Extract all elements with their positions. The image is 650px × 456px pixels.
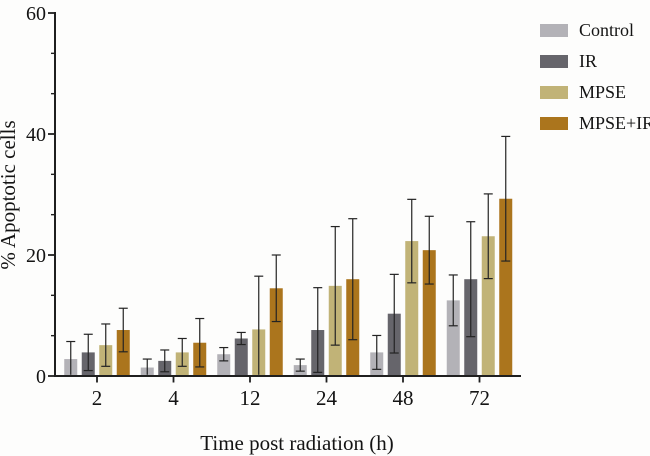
error-bar-IR-12h <box>236 331 246 346</box>
legend-label-ir: IR <box>579 51 597 71</box>
error-bar-MPSE-48h <box>407 198 417 284</box>
error-bar-MPSE+IR-4h <box>195 317 205 368</box>
error-bar-IR-72h <box>466 221 476 338</box>
legend-label-control: Control <box>579 20 635 40</box>
legend-item-mpse-ir: MPSE+IR <box>540 112 650 134</box>
bar-IR-12h <box>234 338 248 376</box>
bar-Control-12h <box>217 354 231 376</box>
y-tick-label-40: 40 <box>26 124 46 146</box>
error-bar-Control-2h <box>66 340 76 375</box>
bar-MPSE-48h <box>405 241 419 376</box>
legend: Control IR MPSE MPSE+IR <box>540 19 650 143</box>
error-bar-IR-4h <box>160 349 170 373</box>
bar-MPSE+IR-2h <box>116 330 130 376</box>
legend-swatch-mpse-ir <box>540 116 568 130</box>
x-axis-title: Time post radiation (h) <box>200 431 394 455</box>
error-bar-IR-48h <box>389 273 399 354</box>
error-bar-Control-24h <box>295 358 305 372</box>
legend-item-mpse: MPSE <box>540 81 650 103</box>
legend-item-ir: IR <box>540 50 650 72</box>
error-bar-MPSE+IR-24h <box>348 218 358 341</box>
error-bar-Control-72h <box>448 274 458 327</box>
x-tick-label-48: 48 <box>393 386 414 410</box>
error-bar-MPSE-4h <box>177 337 187 367</box>
error-bar-MPSE+IR-72h <box>501 135 511 262</box>
legend-swatch-ir <box>540 54 568 68</box>
error-bar-MPSE-2h <box>101 323 111 367</box>
bar-Control-72h <box>446 300 460 376</box>
error-bar-MPSE+IR-48h <box>424 215 434 285</box>
bar-MPSE-72h <box>481 236 495 376</box>
legend-item-control: Control <box>540 19 650 41</box>
error-bar-Control-4h <box>142 358 152 375</box>
error-bar-MPSE+IR-2h <box>118 307 128 353</box>
axes <box>54 12 521 377</box>
bar-MPSE+IR-48h <box>422 250 436 376</box>
error-bar-Control-48h <box>372 334 382 370</box>
y-tick-label-60: 60 <box>26 3 46 25</box>
x-tick-label-4: 4 <box>168 386 179 410</box>
y-tick-label-20: 20 <box>26 245 46 267</box>
x-tick-label-2: 2 <box>92 386 103 410</box>
error-bar-IR-2h <box>83 333 93 372</box>
legend-label-mpse-ir: MPSE+IR <box>579 113 650 133</box>
error-bar-MPSE-72h <box>483 193 493 280</box>
error-bar-MPSE-12h <box>254 275 264 375</box>
error-bar-MPSE+IR-12h <box>271 254 281 323</box>
x-tick-label-72: 72 <box>469 386 490 410</box>
error-bar-MPSE-24h <box>330 225 340 346</box>
x-tick-label-12: 12 <box>240 386 261 410</box>
x-tick-label-24: 24 <box>316 386 338 410</box>
legend-swatch-control <box>540 23 568 37</box>
legend-label-mpse: MPSE <box>579 82 627 102</box>
legend-swatch-mpse <box>540 85 568 99</box>
error-bar-IR-24h <box>313 287 323 373</box>
y-tick-label-0: 0 <box>36 366 46 388</box>
error-bar-Control-12h <box>219 346 229 362</box>
bar-MPSE+IR-12h <box>269 288 283 376</box>
bar-MPSE+IR-72h <box>499 198 513 376</box>
